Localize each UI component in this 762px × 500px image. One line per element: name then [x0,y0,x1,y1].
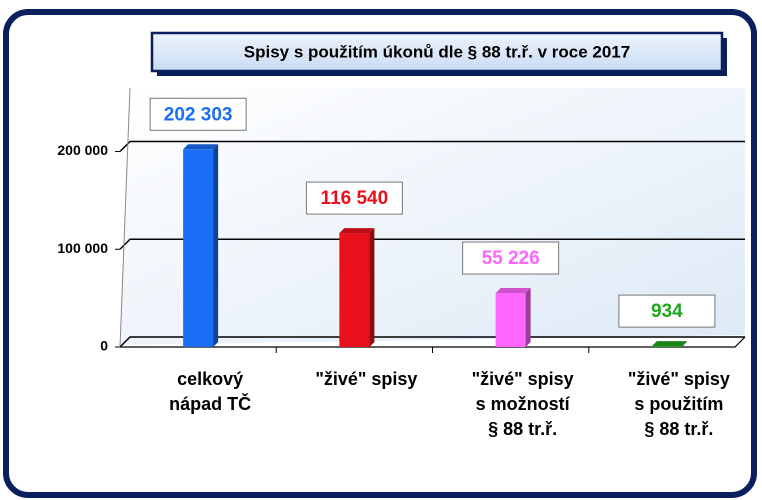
value-label-box [149,97,247,131]
x-tick-label: "živé" spisy s použitím § 88 tr.ř. [627,369,730,439]
y-tick-label: 100 000 [57,240,108,256]
bar-top [651,341,687,347]
value-label-box [618,294,716,328]
bar-top [495,288,531,294]
bar-top [339,228,375,234]
x-axis [120,336,746,348]
bar-side [681,341,687,347]
bar-side [369,228,375,347]
grid-line [119,238,745,250]
plot-back [120,88,745,345]
x-tick-label: celkový nápad TČ [169,369,252,414]
grid-line [119,140,745,153]
bar [183,149,214,347]
x-tick-label: "živé" spisy s možností § 88 tr.ř. [471,369,574,439]
y-axis [119,87,131,348]
chart-title: Spisy s použitím úkonů dle § 88 tr.ř. v … [244,42,630,61]
bar-top [183,144,219,150]
bar-side [213,144,219,347]
value-label: 116 540 [321,188,389,209]
value-label: 55 226 [482,248,540,269]
title-box [150,31,724,73]
value-label-box [305,181,403,215]
y-tick-label: 0 [100,338,108,354]
bar [339,233,370,347]
value-label: 202 303 [164,104,233,125]
x-tick-label: "živé" spisy [315,369,418,389]
bar [495,293,526,347]
value-label-box [462,241,560,275]
bar [651,346,682,347]
bar-side [525,288,531,347]
value-label: 934 [651,301,683,322]
grid-line [119,336,745,348]
y-tick-label: 200 000 [57,142,108,158]
